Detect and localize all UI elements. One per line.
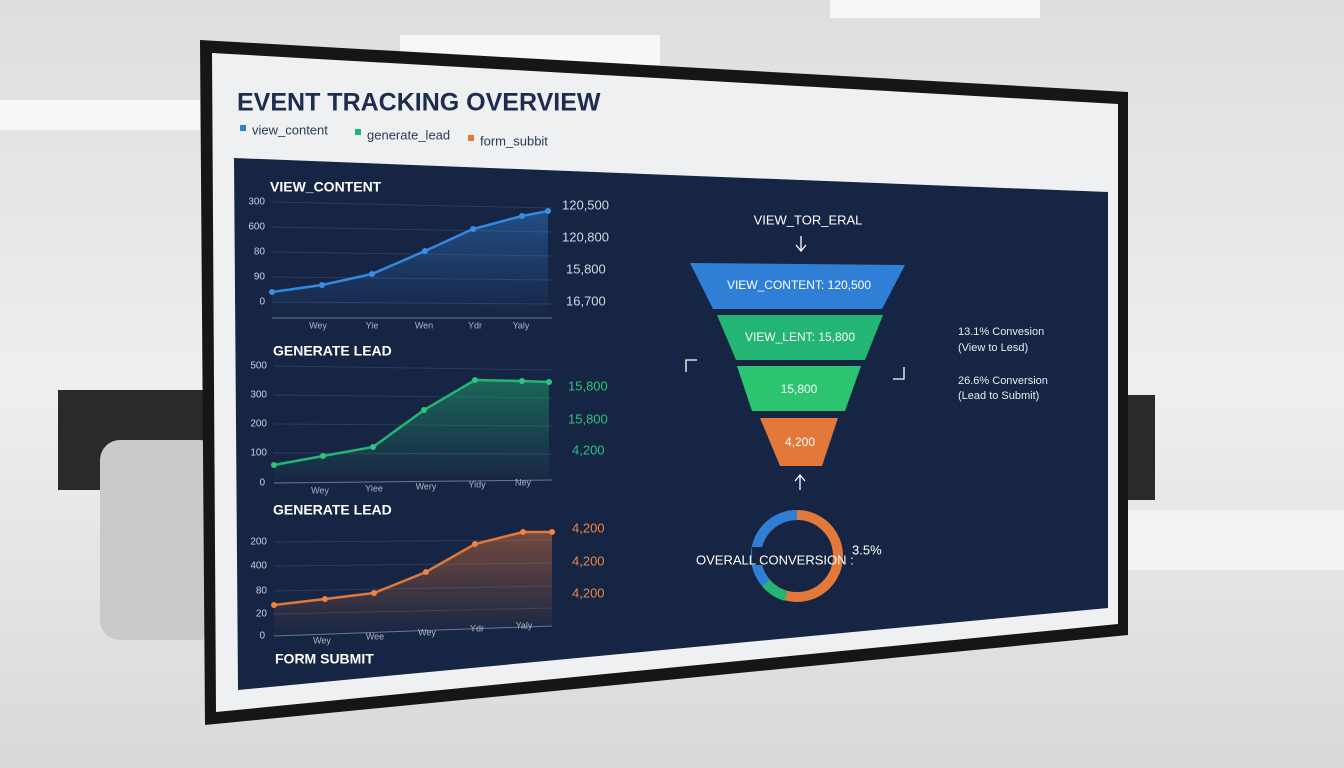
y-tick-label: 100 (250, 448, 267, 459)
desk (1120, 510, 1344, 570)
arrow (795, 236, 807, 253)
ceiling-light (830, 0, 1040, 18)
y-tick-label: 80 (256, 586, 268, 597)
legend-label: form_subbit (480, 133, 548, 148)
x-tick-label: Wey (313, 635, 331, 645)
funnel-stage (737, 366, 861, 411)
x-tick-label: Ney (515, 477, 532, 487)
y-tick-label: 300 (248, 197, 265, 208)
y-tick-label: 200 (250, 537, 267, 548)
y-tick-label: 0 (259, 297, 265, 308)
y-tick-label: 500 (250, 361, 267, 372)
funnel-label: VIEW_CONTENT: 120,500 (727, 278, 871, 292)
background-monitor (1125, 395, 1155, 500)
funnel-heading: VIEW_TOR_ERAL (754, 212, 863, 227)
legend-swatch (240, 125, 246, 131)
side-label: 4,200 (572, 585, 605, 600)
y-tick-label: 0 (259, 478, 265, 489)
label-backdrop (752, 547, 832, 565)
donut-label: OVERALL CONVERSION : (696, 552, 854, 567)
points (271, 529, 555, 608)
x-tick-label: Yaly (516, 620, 533, 630)
side-label: 4,200 (572, 520, 605, 535)
legend-label: view_content (252, 122, 328, 137)
conversion-note: 26.6% Conversion (958, 375, 1048, 387)
legend-swatch (355, 129, 361, 135)
conversion-note: (View to Lesd) (958, 342, 1028, 354)
donut-segment (762, 579, 788, 601)
panel-title: VIEW_CONTENT (270, 179, 382, 195)
x-tick-label: Wery (416, 481, 437, 491)
arrow (794, 473, 806, 490)
funnel-label: VIEW_LENT: 15,800 (745, 330, 855, 344)
y-tick-label: 90 (254, 272, 266, 283)
funnel-stage (690, 263, 905, 309)
x-tick-label: Yiee (365, 483, 383, 493)
side-label: 15,800 (568, 378, 608, 393)
panel-footer: FORM SUBMIT (275, 651, 374, 667)
side-label: 15,800 (568, 411, 608, 426)
y-tick-label: 600 (248, 222, 265, 233)
x-tick-label: Yie (366, 320, 379, 330)
side-label: 15,800 (566, 261, 606, 276)
dashboard-title: EVENT TRACKING OVERVIEW (237, 89, 601, 117)
bracket (685, 359, 905, 380)
x-tick-label: Wey (309, 320, 327, 330)
donut-value: 3.5% (852, 542, 882, 557)
area (274, 380, 549, 483)
y-tick-label: 20 (256, 609, 268, 620)
funnel-stage (717, 315, 883, 360)
area (274, 532, 552, 636)
x-tick-label: Wen (415, 320, 433, 330)
x-tick-label: Ydr (468, 320, 482, 330)
y-tick-label: 400 (250, 561, 267, 572)
legend-label: generate_lead (367, 127, 450, 142)
side-label: 120,800 (562, 229, 609, 244)
funnel-label: 15,800 (781, 382, 818, 396)
panel-title: GENERATE LEAD (273, 343, 392, 359)
side-label: 4,200 (572, 553, 605, 568)
ceiling-light (0, 100, 200, 130)
y-tick-label: 0 (259, 631, 265, 642)
chair (100, 440, 220, 640)
area (272, 211, 548, 318)
x-tick-label: Wee (366, 631, 384, 641)
x-tick-label: Wey (311, 485, 329, 495)
funnel-stage (760, 418, 838, 466)
y-tick-label: 300 (250, 390, 267, 401)
x-tick-label: Wey (418, 627, 436, 637)
y-tick-label: 200 (250, 419, 267, 430)
side-label: 4,200 (572, 442, 605, 457)
x-tick-label: Yidy (468, 479, 486, 489)
points (271, 377, 552, 468)
conversion-note: 13.1% Convesion (958, 326, 1044, 338)
panel-title: GENERATE LEAD (273, 502, 392, 518)
donut-segment (750, 509, 798, 587)
x-tick-label: Yaly (513, 320, 530, 330)
conversion-note: (Lead to Submit) (958, 390, 1039, 402)
points (269, 208, 551, 295)
legend-swatch (468, 135, 474, 141)
funnel-label: 4,200 (785, 435, 815, 449)
x-tick-label: Ydr (470, 623, 484, 633)
y-tick-label: 80 (254, 247, 266, 258)
side-label: 120,500 (562, 197, 609, 212)
side-label: 16,700 (566, 293, 606, 308)
